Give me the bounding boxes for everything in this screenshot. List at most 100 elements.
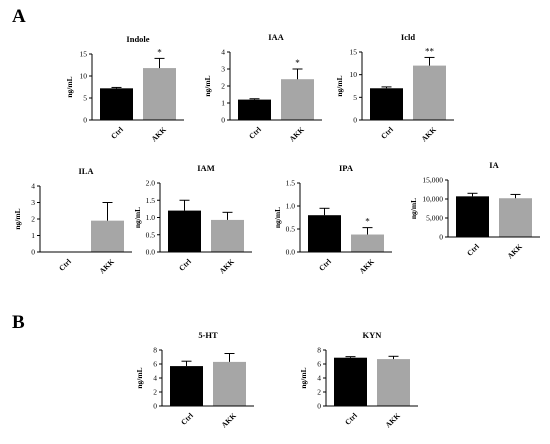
y-axis-label: ng/mL [13,208,22,229]
y-tick-label: 15 [80,50,88,59]
bar-akk [499,198,532,237]
y-tick-label: 4 [221,48,225,57]
bar-akk [143,68,176,120]
bar-ctrl [456,196,489,237]
chart-ipa: Ctrl * AKK 0.0 0.5 1.0 1.5 ng/mL IPA [273,163,392,275]
y-tick-label: 0.5 [286,225,296,234]
bar-ctrl [308,215,341,252]
x-tick-label: Ctrl [465,242,481,258]
chart-kyn: Ctrl AKK 0 2 4 6 8 ng/mL KYN [299,330,418,429]
y-tick-label: 10,000 [422,195,443,204]
x-tick-label: AKK [419,125,438,144]
significance-marker: * [157,47,162,57]
y-tick-label: 15 [350,48,358,57]
y-tick-label: 5,000 [426,214,443,223]
y-tick-label: 1.0 [146,213,156,222]
y-tick-label: 3 [221,65,225,74]
x-tick-label: Ctrl [247,125,263,141]
bar-ctrl [170,366,203,406]
bar-ctrl [168,210,201,252]
y-axis-label: ng/mL [299,367,308,388]
y-tick-label: 1.5 [286,179,296,188]
chart-title: ILA [78,166,94,176]
y-tick-label: 2 [221,82,225,91]
x-tick-label: Ctrl [343,411,359,427]
y-tick-label: 0 [153,402,157,411]
bar-ctrl [370,88,403,120]
x-tick-label: AKK [97,257,116,276]
chart-iam: Ctrl AKK 0.0 0.5 1.0 1.5 2.0 ng/mL IAM [133,163,252,275]
x-tick-label: AKK [149,125,168,144]
chart-5-ht: Ctrl AKK 0 2 4 6 8 ng/mL 5-HT [135,330,254,429]
bar-akk [351,234,384,252]
x-tick-label: AKK [219,411,238,430]
chart-title: IAA [268,32,284,42]
y-axis-label: ng/mL [335,75,344,96]
chart-icld: Ctrl ** AKK 0 5 10 15 ng/mL Icld [335,32,454,143]
y-tick-label: 6 [153,360,157,369]
y-axis-label: ng/mL [409,198,418,219]
y-tick-label: 0.0 [146,248,156,257]
y-tick-label: 10 [80,72,88,81]
y-tick-label: 0.5 [146,230,156,239]
chart-ila: Ctrl AKK 0 1 2 3 4 ng/mL ILA [13,166,132,275]
bar-akk [377,359,410,406]
chart-title: IA [489,160,499,170]
x-tick-label: Ctrl [317,257,333,273]
chart-title: Indole [126,34,149,44]
y-tick-label: 1 [221,99,225,108]
y-axis-label: ng/mL [133,207,142,228]
x-tick-label: AKK [287,125,306,144]
panel-label-a: A [12,6,26,27]
y-tick-label: 1.0 [286,202,296,211]
y-axis-label: ng/mL [273,207,282,228]
bar-ctrl [238,99,271,120]
y-tick-label: 5 [83,94,87,103]
y-tick-label: 0 [439,233,443,242]
x-tick-label: AKK [505,242,524,261]
y-tick-label: 0 [317,402,321,411]
bar-akk [91,220,124,252]
x-tick-label: Ctrl [109,125,125,141]
bar-ctrl [100,88,133,120]
chart-title: IAM [197,163,214,173]
chart-title: KYN [363,330,383,340]
y-axis-label: ng/mL [135,367,144,388]
y-tick-label: 4 [153,374,157,383]
panel-label-b: B [12,312,25,333]
significance-marker: * [365,217,370,227]
y-axis-label: ng/mL [65,76,74,97]
chart-title: 5-HT [198,330,218,340]
x-tick-label: Ctrl [177,257,193,273]
y-tick-label: 4 [317,374,321,383]
chart-iaa: Ctrl * AKK 0 1 2 3 4 ng/mL IAA [203,32,322,143]
y-tick-label: 1 [31,231,35,240]
y-tick-label: 2 [153,388,157,397]
x-tick-label: AKK [383,411,402,430]
y-tick-label: 0 [353,116,357,125]
x-tick-label: Ctrl [379,125,395,141]
y-tick-label: 3 [31,198,35,207]
y-tick-label: 0 [221,116,225,125]
y-tick-label: 8 [317,346,321,355]
y-tick-label: 5 [353,93,357,102]
bar-akk [213,361,246,406]
y-tick-label: 8 [153,346,157,355]
y-tick-label: 4 [31,182,35,191]
y-tick-label: 0 [83,116,87,125]
x-tick-label: Ctrl [57,257,73,273]
y-tick-label: 10 [350,70,358,79]
x-tick-label: Ctrl [179,411,195,427]
y-tick-label: 2.0 [146,179,156,188]
y-tick-label: 15,000 [422,176,443,185]
bar-akk [413,65,446,120]
y-tick-label: 2 [31,215,35,224]
significance-marker: ** [425,46,435,56]
y-tick-label: 0.0 [286,248,296,257]
y-tick-label: 6 [317,360,321,369]
chart-title: IPA [339,163,354,173]
bar-ctrl [334,357,367,406]
x-tick-label: AKK [217,257,236,276]
bar-akk [211,219,244,252]
